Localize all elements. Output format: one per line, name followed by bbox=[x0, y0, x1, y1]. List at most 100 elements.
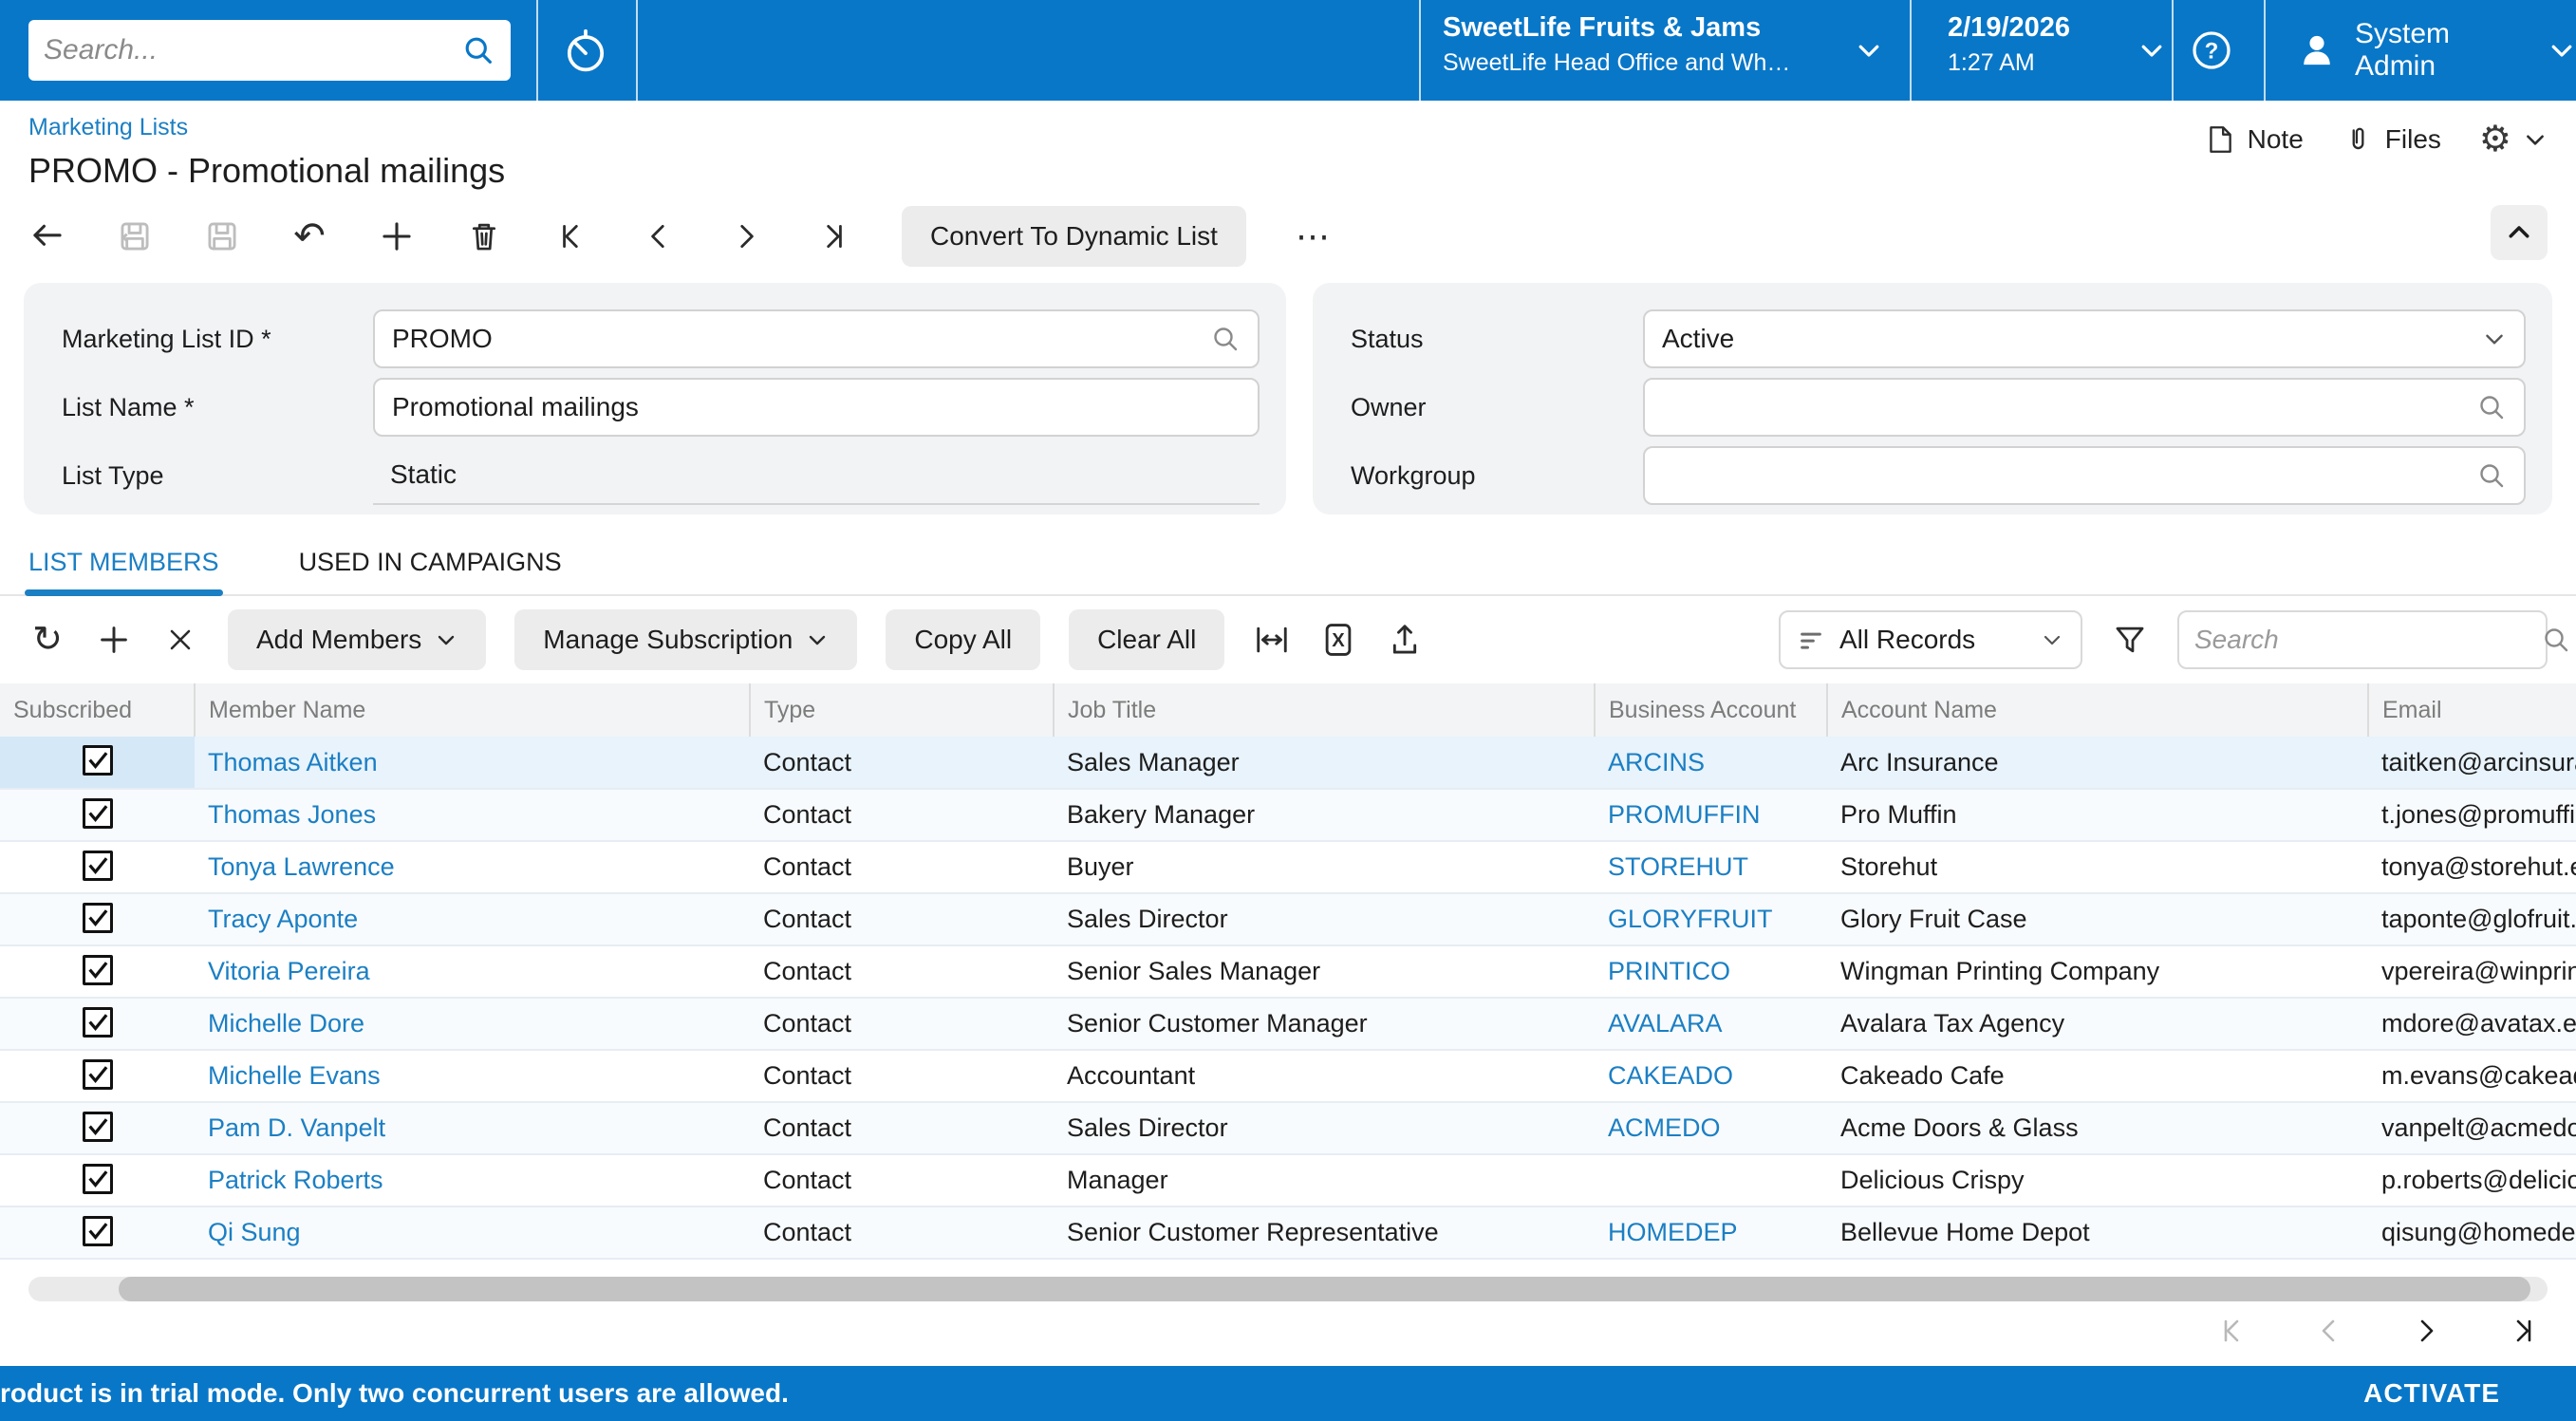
table-row[interactable]: Patrick Roberts Contact Manager Deliciou… bbox=[0, 1154, 2576, 1207]
upload-icon[interactable] bbox=[1386, 621, 1424, 659]
manage-subscription-button[interactable]: Manage Subscription bbox=[514, 609, 858, 670]
subscribed-cell[interactable] bbox=[0, 1050, 195, 1103]
member-name-link[interactable]: Tracy Aponte bbox=[195, 893, 750, 946]
business-account-link[interactable]: AVALARA bbox=[1595, 998, 1827, 1051]
files-button[interactable]: Files bbox=[2342, 123, 2441, 156]
records-filter-dropdown[interactable]: All Records bbox=[1779, 610, 2082, 669]
owner-input[interactable] bbox=[1662, 392, 2467, 422]
business-account-link[interactable]: PRINTICO bbox=[1595, 945, 1827, 999]
marketing-list-id-input[interactable] bbox=[392, 324, 1201, 354]
tab-list-members[interactable]: LIST MEMBERS bbox=[25, 548, 223, 596]
convert-to-dynamic-list-button[interactable]: Convert To Dynamic List bbox=[902, 206, 1246, 267]
subscribed-checkbox[interactable] bbox=[82, 954, 113, 985]
business-account-link[interactable]: PROMUFFIN bbox=[1595, 789, 1827, 842]
member-name-link[interactable]: Michelle Dore bbox=[195, 998, 750, 1051]
member-name-link[interactable]: Thomas Aitken bbox=[195, 737, 750, 790]
subscribed-cell[interactable] bbox=[0, 737, 195, 790]
add-record-button[interactable] bbox=[378, 217, 416, 255]
collapse-form-button[interactable] bbox=[2491, 205, 2548, 260]
lookup-icon[interactable] bbox=[2476, 460, 2507, 491]
global-search[interactable] bbox=[28, 20, 511, 81]
member-name-link[interactable]: Michelle Evans bbox=[195, 1050, 750, 1103]
fit-to-screen-icon[interactable] bbox=[1253, 621, 1291, 659]
business-date-selector[interactable]: 2/19/2026 1:27 AM bbox=[1948, 0, 2162, 101]
grid-search[interactable] bbox=[2177, 610, 2568, 669]
subscribed-checkbox[interactable] bbox=[82, 1163, 113, 1194]
subscribed-checkbox[interactable] bbox=[82, 1215, 113, 1246]
column-header-business-account[interactable]: Business Account bbox=[1595, 683, 1828, 737]
member-name-link[interactable]: Thomas Jones bbox=[195, 789, 750, 842]
more-actions-button[interactable]: ⋯ bbox=[1295, 216, 1333, 255]
pager-last-button[interactable] bbox=[2504, 1312, 2542, 1350]
save-close-button[interactable] bbox=[116, 217, 154, 255]
pager-previous-button[interactable] bbox=[2310, 1312, 2348, 1350]
status-dropdown[interactable]: Active bbox=[1643, 309, 2526, 368]
table-row[interactable]: Tracy Aponte Contact Sales Director GLOR… bbox=[0, 893, 2576, 946]
subscribed-cell[interactable] bbox=[0, 841, 195, 894]
subscribed-cell[interactable] bbox=[0, 1102, 195, 1155]
subscribed-cell[interactable] bbox=[0, 1206, 195, 1260]
table-row[interactable]: Pam D. Vanpelt Contact Sales Director AC… bbox=[0, 1102, 2576, 1155]
column-header-subscribed[interactable]: Subscribed bbox=[0, 683, 196, 737]
member-name-link[interactable]: Patrick Roberts bbox=[195, 1154, 750, 1207]
search-icon[interactable] bbox=[2541, 625, 2571, 655]
go-next-button[interactable] bbox=[727, 217, 765, 255]
business-account-link[interactable]: ACMEDO bbox=[1595, 1102, 1827, 1155]
note-button[interactable]: Note bbox=[2204, 123, 2304, 156]
member-name-link[interactable]: Pam D. Vanpelt bbox=[195, 1102, 750, 1155]
table-row[interactable]: Vitoria Pereira Contact Senior Sales Man… bbox=[0, 945, 2576, 999]
business-account-link[interactable]: CAKEADO bbox=[1595, 1050, 1827, 1103]
breadcrumb[interactable]: Marketing Lists bbox=[28, 114, 189, 140]
business-account-link[interactable]: GLORYFRUIT bbox=[1595, 893, 1827, 946]
go-last-button[interactable] bbox=[814, 217, 852, 255]
add-row-button[interactable] bbox=[95, 621, 133, 659]
owner-field[interactable] bbox=[1643, 378, 2526, 437]
scrollbar-thumb[interactable] bbox=[119, 1277, 2530, 1301]
delete-record-button[interactable] bbox=[465, 217, 503, 255]
copy-all-button[interactable]: Copy All bbox=[886, 609, 1041, 670]
search-icon[interactable] bbox=[461, 33, 495, 67]
subscribed-cell[interactable] bbox=[0, 1154, 195, 1207]
pager-first-button[interactable] bbox=[2213, 1312, 2251, 1350]
subscribed-cell[interactable] bbox=[0, 893, 195, 946]
column-header-type[interactable]: Type bbox=[750, 683, 1055, 737]
subscribed-checkbox[interactable] bbox=[82, 1111, 113, 1142]
add-members-button[interactable]: Add Members bbox=[228, 609, 487, 670]
user-menu[interactable]: System Admin bbox=[2283, 0, 2576, 101]
business-date-icon[interactable] bbox=[562, 27, 609, 74]
subscribed-checkbox[interactable] bbox=[82, 1006, 113, 1038]
go-previous-button[interactable] bbox=[640, 217, 678, 255]
save-button[interactable] bbox=[203, 217, 241, 255]
lookup-icon[interactable] bbox=[2476, 392, 2507, 422]
filter-funnel-icon[interactable] bbox=[2111, 621, 2149, 659]
help-icon[interactable]: ? bbox=[2189, 28, 2234, 73]
table-row[interactable]: Michelle Evans Contact Accountant CAKEAD… bbox=[0, 1050, 2576, 1103]
subscribed-cell[interactable] bbox=[0, 789, 195, 842]
back-button[interactable] bbox=[28, 217, 66, 255]
column-header-job-title[interactable]: Job Title bbox=[1054, 683, 1596, 737]
business-account-link[interactable]: STOREHUT bbox=[1595, 841, 1827, 894]
go-first-button[interactable] bbox=[552, 217, 590, 255]
list-name-input[interactable] bbox=[392, 392, 1241, 422]
table-row[interactable]: Thomas Jones Contact Bakery Manager PROM… bbox=[0, 789, 2576, 842]
member-name-link[interactable]: Qi Sung bbox=[195, 1206, 750, 1260]
subscribed-checkbox[interactable] bbox=[82, 745, 113, 776]
company-selector[interactable]: SweetLife Fruits & Jams SweetLife Head O… bbox=[1443, 0, 1889, 101]
export-to-excel-icon[interactable]: X bbox=[1319, 621, 1357, 659]
tools-menu[interactable]: ⚙ bbox=[2479, 122, 2548, 158]
business-account-link[interactable]: ARCINS bbox=[1595, 737, 1827, 790]
list-name-field[interactable] bbox=[373, 378, 1260, 437]
member-name-link[interactable]: Tonya Lawrence bbox=[195, 841, 750, 894]
marketing-list-id-field[interactable] bbox=[373, 309, 1260, 368]
workgroup-input[interactable] bbox=[1662, 460, 2467, 491]
workgroup-field[interactable] bbox=[1643, 446, 2526, 505]
lookup-icon[interactable] bbox=[1210, 324, 1241, 354]
column-header-email[interactable]: Email bbox=[2368, 683, 2576, 737]
business-account-link[interactable]: HOMEDEP bbox=[1595, 1206, 1827, 1260]
chevron-down-icon[interactable] bbox=[2482, 327, 2507, 351]
business-account-link[interactable] bbox=[1595, 1154, 1827, 1207]
subscribed-checkbox[interactable] bbox=[82, 797, 113, 829]
grid-search-input[interactable] bbox=[2194, 625, 2541, 655]
horizontal-scrollbar[interactable] bbox=[28, 1277, 2548, 1301]
activate-button[interactable]: ACTIVATE bbox=[2363, 1378, 2500, 1408]
